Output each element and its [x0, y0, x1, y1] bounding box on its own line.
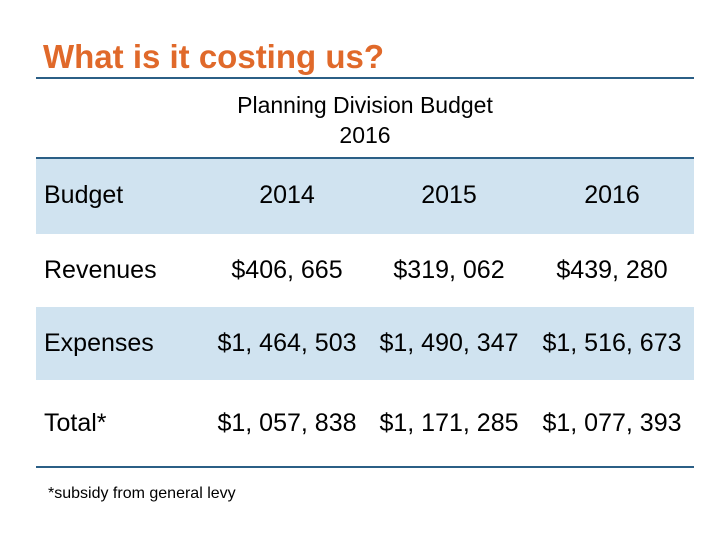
header-year-2016: 2016: [584, 181, 640, 209]
table-cell: $319, 062: [393, 256, 505, 284]
header-label: Budget: [44, 181, 124, 209]
table-bottom-divider: [36, 466, 694, 468]
table-caption-line2: 2016: [339, 122, 391, 148]
table-cell: $1, 171, 285: [379, 408, 519, 437]
slide-title: What is it costing us?: [43, 38, 385, 75]
table-cell: $1, 077, 393: [542, 408, 682, 437]
row-label: Expenses: [44, 329, 154, 357]
footnote: *subsidy from general levy: [48, 485, 236, 502]
header-year-2014: 2014: [259, 181, 315, 209]
table-caption: Planning Division Budget 2016: [150, 90, 580, 150]
table-cell: $439, 280: [556, 256, 668, 284]
table-cell: $1, 490, 347: [379, 329, 519, 357]
header-year-2015: 2015: [421, 181, 477, 209]
table-header-row: Budget 2014 2015 2016: [36, 157, 694, 234]
title-divider: [36, 77, 694, 79]
row-label: Revenues: [44, 256, 157, 284]
table-cell: $1, 516, 673: [542, 329, 682, 357]
table-caption-line1: Planning Division Budget: [237, 92, 493, 118]
table-cell: $1, 057, 838: [217, 408, 357, 437]
table-row-expenses: Expenses $1, 464, 503 $1, 490, 347 $1, 5…: [36, 307, 694, 380]
table-cell: $406, 665: [231, 256, 343, 284]
row-label: Total*: [44, 408, 107, 437]
table-cell: $1, 464, 503: [217, 329, 357, 357]
table-top-divider: [36, 157, 694, 159]
budget-table: Budget 2014 2015 2016 Revenues $406, 665…: [36, 157, 694, 466]
table-row-total: Total* $1, 057, 838 $1, 171, 285 $1, 077…: [36, 380, 694, 466]
table-row-revenues: Revenues $406, 665 $319, 062 $439, 280: [36, 234, 694, 307]
